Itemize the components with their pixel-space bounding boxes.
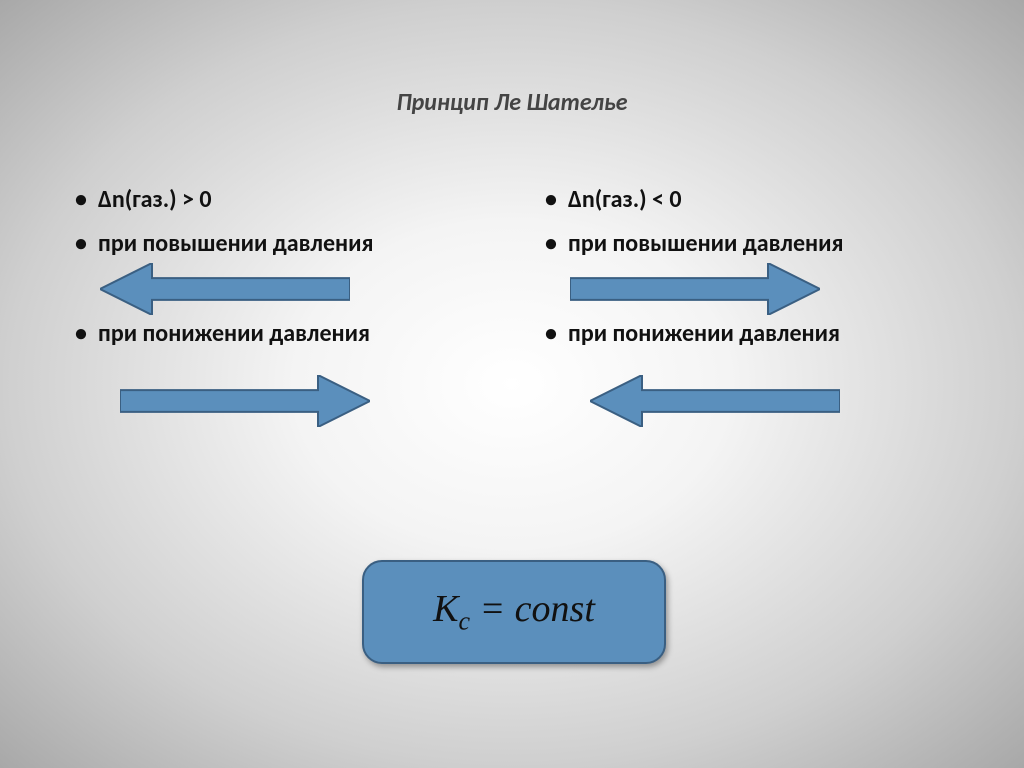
arrow-right-top-wrap <box>540 259 980 319</box>
bullet-right-1: Δn(газ.) < 0 <box>540 185 980 215</box>
bullet-left-3: при понижении давления <box>70 319 510 349</box>
equation-sub: c <box>458 607 470 636</box>
bullet-right-3: при понижении давления <box>540 319 980 349</box>
equation-text: Kc = const <box>433 587 595 637</box>
arrow-left-icon <box>590 375 840 427</box>
arrow-right-icon <box>570 263 820 315</box>
equation-rest: = const <box>470 588 595 630</box>
equation-box: Kc = const <box>362 560 666 664</box>
arrow-left-top-wrap <box>70 259 510 319</box>
equation-K: K <box>433 588 458 630</box>
bullet-right-2: при повышении давления <box>540 229 980 259</box>
slide-title: Принцип Ле Шателье <box>0 88 1024 117</box>
bullet-left-2: при повышении давления <box>70 229 510 259</box>
left-column: Δn(газ.) > 0 при повышении давления при … <box>70 185 510 431</box>
arrow-right-bot-wrap <box>540 371 980 431</box>
arrow-left-bot-wrap <box>70 371 510 431</box>
right-column: Δn(газ.) < 0 при повышении давления при … <box>540 185 980 431</box>
arrow-left-icon <box>100 263 350 315</box>
bullet-left-1: Δn(газ.) > 0 <box>70 185 510 215</box>
arrow-right-icon <box>120 375 370 427</box>
slide: Принцип Ле Шателье Δn(газ.) > 0 при повы… <box>0 0 1024 768</box>
